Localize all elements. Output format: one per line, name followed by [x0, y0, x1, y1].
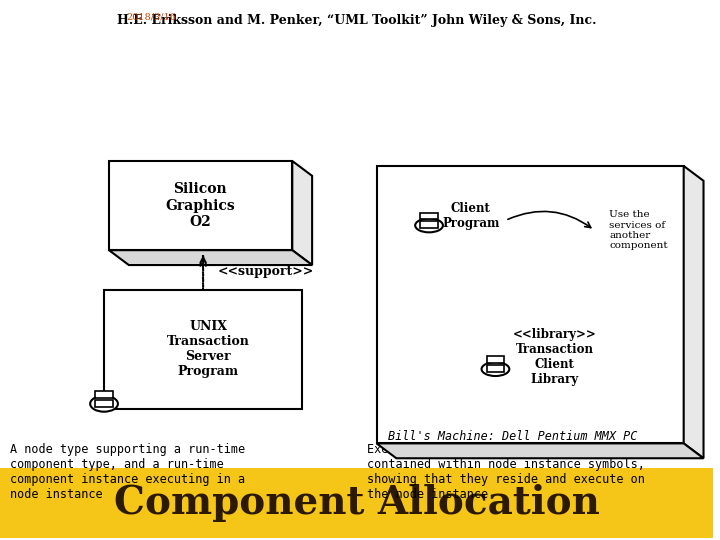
- Text: Bill's Machine: Dell Pentium MMX PC: Bill's Machine: Dell Pentium MMX PC: [388, 430, 638, 443]
- Text: H.E. Eriksson and M. Penker, “UML Toolkit” John Wiley & Sons, Inc.: H.E. Eriksson and M. Penker, “UML Toolki…: [117, 14, 596, 27]
- Text: Executable component instances may be
contained within node instance symbols,
sh: Executable component instances may be co…: [366, 443, 644, 502]
- Text: Component Allocation: Component Allocation: [114, 484, 600, 522]
- FancyBboxPatch shape: [0, 468, 714, 537]
- FancyBboxPatch shape: [487, 356, 504, 363]
- Polygon shape: [109, 250, 312, 265]
- Text: Silicon
Graphics
O2: Silicon Graphics O2: [166, 183, 235, 229]
- FancyBboxPatch shape: [104, 290, 302, 409]
- Text: <<support>>: <<support>>: [218, 266, 314, 279]
- FancyBboxPatch shape: [109, 161, 292, 250]
- Polygon shape: [292, 161, 312, 265]
- Text: Client
Program: Client Program: [442, 201, 500, 229]
- Ellipse shape: [90, 396, 118, 411]
- Polygon shape: [684, 166, 703, 458]
- FancyBboxPatch shape: [95, 391, 113, 398]
- Polygon shape: [377, 443, 703, 458]
- Text: 2018/3/16: 2018/3/16: [127, 13, 176, 22]
- Ellipse shape: [482, 362, 509, 376]
- Ellipse shape: [415, 219, 443, 232]
- Text: Use the
services of
another
component: Use the services of another component: [609, 210, 668, 251]
- Text: <<library>>
Transaction
Client
Library: <<library>> Transaction Client Library: [513, 328, 597, 386]
- Text: A node type supporting a run-time
component type, and a run-time
component insta: A node type supporting a run-time compon…: [10, 443, 245, 502]
- FancyBboxPatch shape: [95, 400, 113, 407]
- Text: UNIX
Transaction
Server
Program: UNIX Transaction Server Program: [166, 320, 250, 378]
- FancyBboxPatch shape: [420, 221, 438, 228]
- FancyBboxPatch shape: [377, 166, 684, 443]
- FancyBboxPatch shape: [487, 365, 504, 372]
- FancyBboxPatch shape: [420, 213, 438, 219]
